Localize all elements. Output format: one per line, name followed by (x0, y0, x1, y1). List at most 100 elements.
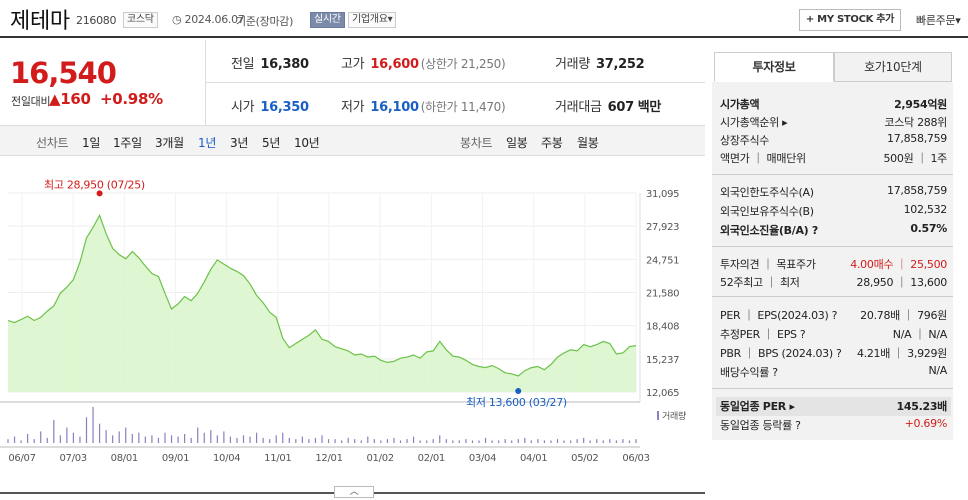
volume-bar (537, 439, 539, 443)
info-row[interactable]: 외국인소진율(B/A) ? 0.57% (720, 222, 947, 238)
period-3y[interactable]: 3년 (230, 136, 249, 150)
collapse-button[interactable]: ︿ (334, 486, 374, 498)
open-price-value: 16,350 (260, 100, 309, 115)
volume-bar (484, 437, 487, 443)
volume-bar (308, 439, 310, 443)
info-row[interactable]: PBR ｜ BPS (2024.03) ? 4.21배 ｜ 3,929원 (720, 345, 947, 361)
volume-bar (530, 440, 532, 443)
quick-order-label: 빠른주문 (916, 14, 956, 27)
change-value: 160 (60, 90, 91, 108)
volume-bar (203, 432, 205, 443)
info-row[interactable]: 시가총액순위 ▸ 코스닥 288위 (720, 114, 947, 130)
clock-icon: ◷ (172, 13, 185, 26)
info-row[interactable]: PER ｜ EPS(2024.03) ? 20.78배 ｜ 796원 (720, 307, 947, 323)
stock-header: 제테마 216080 코스닥 ◷ 2024.06.07 기준(장마감) 실시간 … (0, 0, 968, 38)
volume-bar (72, 432, 75, 443)
volume-bar (622, 439, 624, 443)
info-divider (712, 296, 953, 297)
info-label: 배당수익률 ? (720, 366, 778, 379)
candle-weekly[interactable]: 주봉 (541, 136, 563, 150)
info-row[interactable]: 상장주식수 17,858,759 (720, 132, 947, 148)
my-stock-add-button[interactable]: + MY STOCK 추가 (799, 9, 901, 31)
high-price: 고가 16,600 (상한가 21,250) (341, 53, 506, 72)
volume-bar (7, 439, 9, 443)
info-row[interactable]: 외국인한도주식수(A) 17,858,759 (720, 184, 947, 200)
x-tick-label: 12/01 (315, 453, 342, 464)
x-tick-label: 10/04 (213, 453, 240, 464)
volume-bar (144, 436, 146, 443)
info-row[interactable]: 52주최고 ｜ 최저 28,950 ｜ 13,600 (720, 274, 947, 290)
volume-bar (184, 434, 186, 443)
candle-daily[interactable]: 일봉 (506, 136, 528, 150)
prev-close-value: 16,380 (260, 57, 309, 72)
volume-bar (170, 435, 173, 443)
info-value: N/A (928, 364, 947, 377)
volume-bar (628, 440, 631, 443)
x-tick-label: 04/01 (520, 453, 547, 464)
quick-order-dropdown[interactable]: 빠른주문▾ (916, 12, 961, 28)
volume-bar (563, 440, 565, 443)
market-badge: 코스닥 (123, 12, 158, 28)
volume-bar (341, 440, 343, 443)
x-tick-label: 02/01 (418, 453, 445, 464)
info-label: 추정PER ｜ EPS ? (720, 328, 806, 341)
volume-bar (275, 435, 277, 443)
volume-bar (66, 427, 68, 443)
volume-bar (210, 430, 212, 443)
candle-chart-label: 봉차트 (460, 136, 493, 150)
info-row[interactable]: 투자의견 ｜ 목표주가 4.00매수 ｜ 25,500 (720, 256, 947, 272)
min-label: 최저 13,600 (03/27) (466, 396, 567, 409)
volume-bar (59, 435, 61, 443)
info-row[interactable]: 동일업종 등락률 ? +0.69% (720, 417, 947, 433)
volume-bar (393, 437, 395, 443)
period-3m[interactable]: 3개월 (155, 136, 184, 150)
info-row[interactable]: 액면가 ｜ 매매단위 500원 ｜ 1주 (720, 150, 947, 166)
volume-bar (576, 439, 578, 443)
period-1w[interactable]: 1주일 (113, 136, 142, 150)
volume-bar (255, 432, 258, 443)
volume-bar (151, 435, 153, 443)
info-row[interactable]: 외국인보유주식수(B) 102,532 (720, 203, 947, 219)
info-row[interactable]: 시가총액 2,954억원 (720, 96, 947, 112)
volume-bar (635, 439, 637, 443)
candle-monthly[interactable]: 월봉 (577, 136, 599, 150)
y-tick-label: 12,065 (646, 388, 679, 399)
info-row[interactable]: 배당수익률 ? N/A (720, 364, 947, 380)
info-row[interactable]: 추정PER ｜ EPS ? N/A ｜ N/A (720, 326, 947, 342)
period-10y[interactable]: 10년 (294, 136, 320, 150)
volume-bar (334, 439, 336, 443)
volume-legend-marker (657, 411, 659, 420)
volume-label: 거래량 (662, 410, 686, 422)
period-1d[interactable]: 1일 (82, 136, 101, 150)
tab-investment-info[interactable]: 투자정보 (714, 52, 834, 82)
volume-bar (478, 440, 480, 443)
volume-bar (125, 427, 127, 443)
volume-bar (223, 431, 225, 443)
stock-name: 제테마 (10, 9, 70, 34)
upper-limit: (상한가 21,250) (420, 57, 506, 71)
volume-bar (458, 440, 460, 443)
volume-bar (197, 427, 199, 443)
tab-order-book[interactable]: 호가10단계 (834, 52, 952, 82)
y-tick-label: 18,408 (646, 322, 679, 333)
period-1y[interactable]: 1년 (198, 136, 217, 150)
period-5y[interactable]: 5년 (262, 136, 281, 150)
volume-bar (295, 439, 297, 443)
volume-bar (53, 419, 55, 443)
prev-close: 전일 16,380 (231, 53, 309, 72)
info-row[interactable]: 동일업종 PER ▸ 145.23배 (716, 397, 951, 416)
low-price-value: 16,100 (370, 100, 419, 115)
volume-bar (432, 439, 434, 443)
change-percent: +0.98% (100, 90, 163, 108)
company-overview-dropdown[interactable]: 기업개요▾ (348, 12, 397, 28)
info-label: 시가총액 (720, 98, 760, 111)
volume-bar (269, 439, 271, 443)
change-label: 전일대비 (11, 95, 51, 108)
min-marker (515, 387, 522, 394)
volume-bar (236, 437, 238, 443)
realtime-badge[interactable]: 실시간 (310, 12, 345, 28)
x-tick-label: 09/01 (162, 453, 189, 464)
volume-bar (157, 437, 160, 443)
volume-bar (602, 440, 604, 443)
